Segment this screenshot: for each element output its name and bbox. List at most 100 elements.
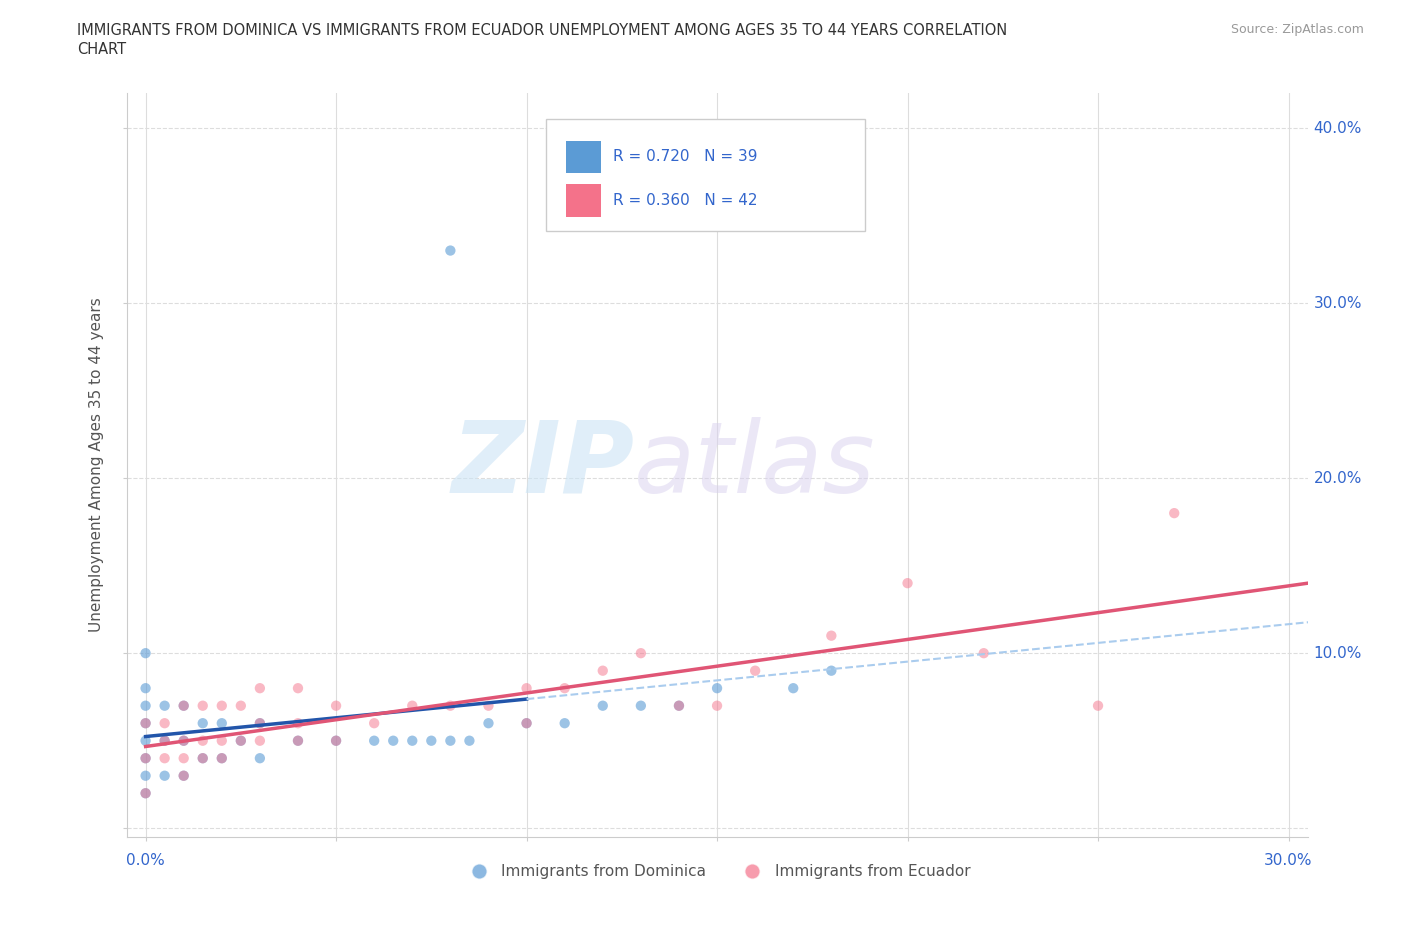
Point	[211, 751, 233, 765]
Point	[630, 698, 652, 713]
Point	[477, 716, 499, 731]
Point	[592, 663, 614, 678]
Point	[363, 733, 385, 748]
Text: 0.0%: 0.0%	[127, 854, 165, 869]
Point	[153, 698, 176, 713]
Text: ZIP: ZIP	[451, 417, 634, 513]
Text: R = 0.360   N = 42: R = 0.360 N = 42	[613, 193, 758, 207]
Text: R = 0.720   N = 39: R = 0.720 N = 39	[613, 150, 758, 165]
Point	[973, 645, 995, 660]
Legend: Immigrants from Dominica, Immigrants from Ecuador: Immigrants from Dominica, Immigrants fro…	[457, 858, 977, 885]
Point	[135, 698, 157, 713]
Point	[135, 645, 157, 660]
Point	[173, 733, 195, 748]
Point	[820, 663, 842, 678]
Point	[287, 733, 309, 748]
FancyBboxPatch shape	[546, 119, 865, 231]
Point	[249, 681, 271, 696]
Point	[173, 768, 195, 783]
Point	[153, 733, 176, 748]
Point	[668, 698, 690, 713]
Text: 30.0%: 30.0%	[1264, 854, 1313, 869]
Point	[325, 733, 347, 748]
Point	[135, 751, 157, 765]
Point	[477, 698, 499, 713]
Point	[820, 629, 842, 644]
Point	[896, 576, 918, 591]
Point	[630, 645, 652, 660]
Point	[191, 698, 214, 713]
Point	[135, 751, 157, 765]
Point	[229, 698, 252, 713]
Point	[592, 698, 614, 713]
Point	[173, 751, 195, 765]
Point	[325, 698, 347, 713]
Point	[153, 733, 176, 748]
Point	[153, 716, 176, 731]
Point	[135, 786, 157, 801]
Point	[173, 698, 195, 713]
Point	[458, 733, 481, 748]
FancyBboxPatch shape	[565, 184, 602, 217]
Point	[782, 681, 804, 696]
Point	[401, 698, 423, 713]
Point	[363, 716, 385, 731]
Point	[229, 733, 252, 748]
Point	[249, 733, 271, 748]
Point	[516, 716, 538, 731]
Point	[744, 663, 766, 678]
Text: IMMIGRANTS FROM DOMINICA VS IMMIGRANTS FROM ECUADOR UNEMPLOYMENT AMONG AGES 35 T: IMMIGRANTS FROM DOMINICA VS IMMIGRANTS F…	[77, 23, 1008, 38]
Point	[191, 751, 214, 765]
Point	[211, 698, 233, 713]
Point	[211, 716, 233, 731]
Point	[191, 751, 214, 765]
FancyBboxPatch shape	[565, 140, 602, 173]
Text: CHART: CHART	[77, 42, 127, 57]
Point	[382, 733, 405, 748]
Y-axis label: Unemployment Among Ages 35 to 44 years: Unemployment Among Ages 35 to 44 years	[89, 298, 104, 632]
Text: Source: ZipAtlas.com: Source: ZipAtlas.com	[1230, 23, 1364, 36]
Point	[554, 681, 576, 696]
Point	[191, 716, 214, 731]
Point	[401, 733, 423, 748]
Point	[1163, 506, 1185, 521]
Point	[249, 751, 271, 765]
Point	[287, 681, 309, 696]
Point	[153, 751, 176, 765]
Point	[135, 681, 157, 696]
Text: atlas: atlas	[634, 417, 876, 513]
Point	[706, 698, 728, 713]
Point	[173, 698, 195, 713]
Point	[554, 716, 576, 731]
Point	[211, 733, 233, 748]
Point	[135, 768, 157, 783]
Point	[135, 716, 157, 731]
Point	[249, 716, 271, 731]
Point	[439, 733, 461, 748]
Point	[287, 733, 309, 748]
Point	[249, 716, 271, 731]
Text: 10.0%: 10.0%	[1313, 645, 1362, 660]
Point	[173, 768, 195, 783]
Text: 40.0%: 40.0%	[1313, 121, 1362, 136]
Point	[153, 768, 176, 783]
Point	[287, 716, 309, 731]
Point	[516, 681, 538, 696]
Point	[135, 786, 157, 801]
Point	[1087, 698, 1109, 713]
Point	[211, 751, 233, 765]
Text: 30.0%: 30.0%	[1313, 296, 1362, 311]
Point	[516, 716, 538, 731]
Point	[191, 733, 214, 748]
Point	[706, 681, 728, 696]
Point	[229, 733, 252, 748]
Point	[420, 733, 443, 748]
Text: 20.0%: 20.0%	[1313, 471, 1362, 485]
Point	[325, 733, 347, 748]
Point	[668, 698, 690, 713]
Point	[135, 716, 157, 731]
Point	[439, 698, 461, 713]
Point	[173, 733, 195, 748]
Point	[439, 243, 461, 258]
Point	[135, 733, 157, 748]
